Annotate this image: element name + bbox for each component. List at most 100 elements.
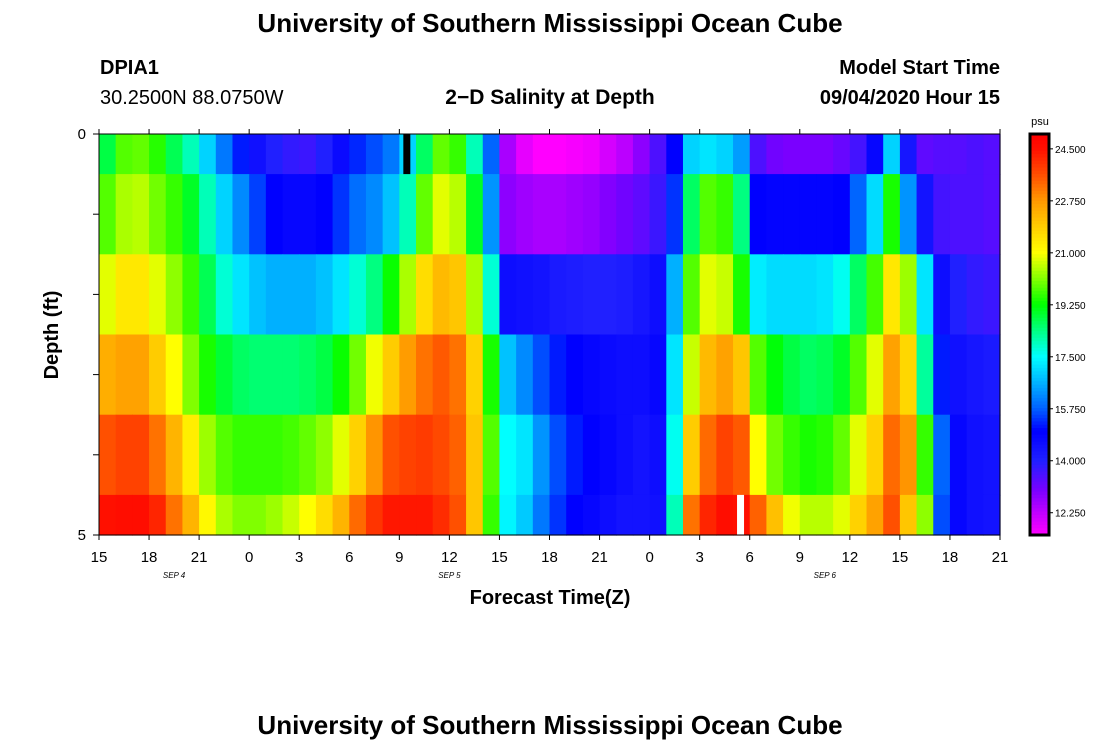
heatmap-cell [816, 414, 834, 496]
heatmap-cell [466, 134, 484, 175]
heatmap-cell [899, 254, 918, 336]
colorbar-label: 12.250 [1055, 509, 1086, 520]
colorbar-segment [1030, 237, 1049, 242]
heatmap-cell [716, 134, 734, 175]
colorbar-segment [1030, 391, 1049, 396]
heatmap-cell [666, 414, 684, 496]
heatmap-cell [799, 254, 818, 336]
heatmap-cell [532, 254, 551, 336]
colorbar-segment [1030, 488, 1049, 493]
heatmap-cell [416, 134, 434, 175]
heatmap-cell [299, 414, 317, 496]
heatmap-cell [666, 174, 684, 255]
heatmap-cell [382, 334, 400, 416]
heatmap-cell [232, 494, 250, 536]
heatmap-cell [249, 334, 267, 416]
heatmap-cell [332, 134, 350, 175]
heatmap-cell [766, 174, 784, 255]
heatmap-cell [916, 414, 934, 496]
heatmap-cell [399, 414, 417, 496]
heatmap-cell [449, 174, 467, 255]
y-axis: 05 [78, 126, 99, 544]
colorbar-segment [1030, 404, 1049, 409]
colorbar-segment [1030, 150, 1049, 155]
colorbar-unit: psu [1031, 116, 1049, 128]
heatmap-cell [232, 134, 250, 175]
colorbar-segment [1030, 134, 1049, 138]
colorbar-segment [1030, 461, 1049, 466]
colorbar-segment [1030, 204, 1049, 209]
heatmap-cell [199, 254, 217, 336]
colorbar-segment [1030, 414, 1049, 419]
heatmap-cell [749, 414, 768, 496]
heatmap-cell [215, 494, 234, 536]
heatmap-cell [182, 174, 200, 255]
heatmap-cell [649, 494, 667, 536]
x-tick-label: 6 [345, 549, 353, 566]
colorbar-segment [1030, 230, 1049, 235]
heatmap-cell [249, 414, 267, 496]
heatmap-cell [966, 494, 984, 536]
heatmap-cell [315, 174, 334, 255]
heatmap-cell [265, 174, 284, 255]
heatmap-cell [716, 494, 734, 536]
heatmap-cell [616, 174, 634, 255]
y-axis-label: Depth (ft) [41, 291, 63, 380]
heatmap-cell [449, 334, 467, 416]
colorbar-segment [1030, 401, 1049, 406]
colorbar-segment [1030, 464, 1049, 469]
heatmap-cell [466, 254, 484, 336]
heatmap-cell [282, 254, 300, 336]
heatmap-cell [382, 254, 400, 336]
heatmap-cell [532, 494, 551, 536]
heatmap-cell [566, 494, 584, 536]
heatmap-cell [983, 134, 1001, 175]
heatmap-cell [332, 174, 350, 255]
heatmap-cell [833, 254, 851, 336]
heatmap-cell [849, 254, 868, 336]
heatmap-cell [799, 134, 818, 175]
x-tick-label: 6 [746, 549, 754, 566]
x-tick-label: 15 [91, 549, 108, 566]
colorbar-segment [1030, 170, 1049, 175]
heatmap-cell [799, 494, 818, 536]
heatmap-cell [883, 494, 901, 536]
colorbar-segment [1030, 481, 1049, 486]
heatmap-cell [282, 414, 300, 496]
colorbar-segment [1030, 484, 1049, 489]
heatmap-cell [215, 174, 234, 255]
heatmap-cell [816, 254, 834, 336]
heatmap-cell [416, 174, 434, 255]
colorbar-segment [1030, 341, 1049, 346]
heatmap-cell [532, 414, 551, 496]
heatmap-cell [99, 254, 117, 336]
colorbar-segment [1030, 180, 1049, 185]
heatmap-cell [632, 494, 651, 536]
heatmap-cell [499, 134, 517, 175]
heatmap-cell [265, 494, 284, 536]
heatmap-cell [816, 494, 834, 536]
colorbar-segment [1030, 210, 1049, 215]
x-tick-label: 3 [295, 549, 303, 566]
colorbar-segment [1030, 160, 1049, 165]
heatmap-cell [149, 174, 167, 255]
heatmap-cell [232, 334, 250, 416]
colorbar-segment [1030, 367, 1049, 372]
colorbar-frame [1028, 132, 1051, 537]
heatmap-cell [699, 174, 717, 255]
heatmap-cell [582, 174, 601, 255]
heatmap-cell [99, 414, 117, 496]
heatmap-cell [749, 254, 768, 336]
heatmap-cell [666, 334, 684, 416]
colorbar-segment [1030, 511, 1049, 516]
heatmap-cell [115, 414, 133, 496]
heatmap-cell [165, 494, 184, 536]
heatmap-cell [733, 334, 751, 416]
colorbar-segment [1030, 508, 1049, 513]
colorbar-segment [1030, 468, 1049, 473]
heatmap-cell [149, 254, 167, 336]
colorbar-label: 19.250 [1055, 301, 1086, 312]
heatmap-cell [432, 414, 450, 496]
colorbar-segment [1030, 524, 1049, 529]
colorbar-segment [1030, 327, 1049, 332]
